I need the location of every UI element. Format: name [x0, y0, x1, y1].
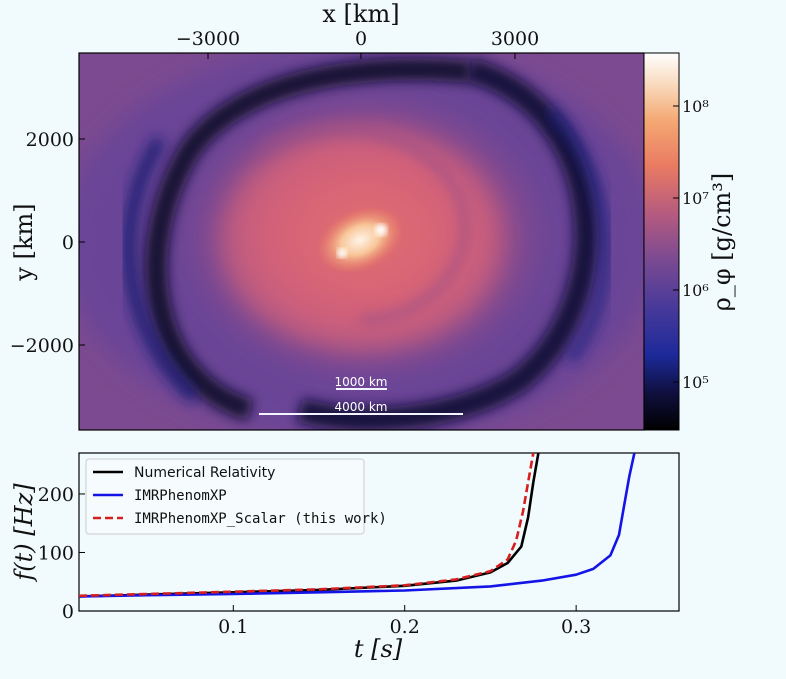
top-x-axis-title: x [km]	[322, 0, 399, 28]
top-x-tick-0: 0	[355, 28, 367, 50]
colorbar-label: ρ_φ [g/cm³]	[708, 173, 736, 312]
scalebar-1000km-label: 1000 km	[335, 375, 388, 389]
top-y-tick-neg2000: −2000	[10, 335, 74, 357]
x-tick-label: 0.3	[561, 616, 591, 638]
y-ticks: 0 100 200	[38, 484, 85, 623]
top-y-axis-title: y [km]	[10, 203, 38, 281]
colorbar	[643, 52, 680, 431]
legend-box	[85, 458, 365, 535]
series-line-imrphenomxp	[79, 453, 636, 598]
top-x-tick-neg3000: −3000	[176, 28, 240, 50]
scalebar-1000km: 1000 km	[335, 375, 388, 390]
colorbar-tick-1e8: 10⁸	[682, 97, 709, 116]
star-2	[337, 248, 347, 258]
x-axis-title: t [s]	[354, 635, 403, 663]
top-y-ticks	[79, 138, 85, 346]
colorbar-tick-1e7: 10⁷	[682, 189, 709, 208]
y-tick-label: 0	[62, 601, 74, 623]
series-layer	[79, 453, 636, 598]
x-tick-label: 0.1	[218, 616, 248, 638]
star-1	[375, 224, 387, 236]
legend-label-scalar: IMRPhenomXP_Scalar (this work)	[134, 511, 387, 527]
y-axis-title: f(t) [Hz]	[10, 483, 38, 583]
legend-label-imrphenomxp: IMRPhenomXP	[134, 488, 227, 504]
top-x-tick-3000: 3000	[491, 28, 539, 50]
colorbar-tick-1e5: 10⁵	[682, 373, 709, 392]
scalebar-4000km: 4000 km	[259, 400, 463, 415]
legend: Numerical Relativity IMRPhenomXP IMRPhen…	[85, 458, 387, 535]
colorbar-ticks	[673, 105, 679, 383]
top-y-tick-0: 0	[62, 232, 74, 254]
scalebar-4000km-label: 4000 km	[335, 400, 388, 414]
top-x-ticks	[207, 53, 516, 59]
x-ticks: 0.1 0.2 0.3	[218, 605, 591, 638]
series-line-nr	[79, 453, 540, 598]
x-tick-label: 0.2	[390, 616, 420, 638]
top-y-tick-2000: 2000	[26, 129, 74, 151]
density-map	[79, 53, 644, 430]
y-tick-label: 100	[38, 542, 74, 564]
y-tick-label: 200	[38, 484, 74, 506]
colorbar-tick-1e6: 10⁶	[682, 281, 709, 300]
legend-label-nr: Numerical Relativity	[134, 465, 275, 481]
